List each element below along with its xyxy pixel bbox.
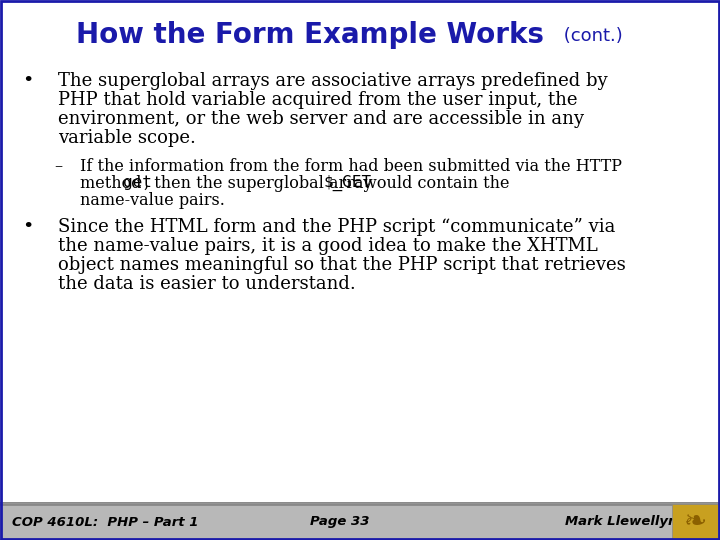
Text: method: method: [80, 175, 147, 192]
Bar: [672, 504, 718, 539]
Text: The superglobal arrays are associative arrays predefined by: The superglobal arrays are associative a…: [58, 72, 608, 90]
Text: PHP that hold variable acquired from the user input, the: PHP that hold variable acquired from the…: [58, 91, 577, 109]
Text: variable scope.: variable scope.: [58, 129, 196, 147]
Text: get: get: [123, 175, 152, 190]
Text: •: •: [22, 72, 33, 90]
Text: COP 4610L:  PHP – Part 1: COP 4610L: PHP – Part 1: [12, 516, 199, 529]
Text: object names meaningful so that the PHP script that retrieves: object names meaningful so that the PHP …: [58, 256, 626, 274]
Text: $_GET: $_GET: [323, 175, 372, 191]
Text: Page 33: Page 33: [310, 516, 370, 529]
Text: Mark Llewellyn ©: Mark Llewellyn ©: [565, 516, 696, 529]
Text: the name-value pairs, it is a good idea to make the XHTML: the name-value pairs, it is a good idea …: [58, 237, 598, 255]
Text: ❧: ❧: [683, 508, 706, 536]
Text: Since the HTML form and the PHP script “communicate” via: Since the HTML form and the PHP script “…: [58, 218, 616, 236]
Text: –: –: [54, 158, 62, 175]
Text: How the Form Example Works: How the Form Example Works: [76, 21, 544, 49]
Text: would contain the: would contain the: [358, 175, 509, 192]
Text: (cont.): (cont.): [558, 27, 623, 45]
Text: environment, or the web server and are accessible in any: environment, or the web server and are a…: [58, 110, 584, 128]
Text: If the information from the form had been submitted via the HTTP: If the information from the form had bee…: [80, 158, 622, 175]
Text: •: •: [22, 218, 33, 236]
Bar: [0, 504, 720, 540]
Text: , then the superglobal array: , then the superglobal array: [144, 175, 377, 192]
Text: name-value pairs.: name-value pairs.: [80, 192, 225, 209]
Text: the data is easier to understand.: the data is easier to understand.: [58, 275, 356, 293]
